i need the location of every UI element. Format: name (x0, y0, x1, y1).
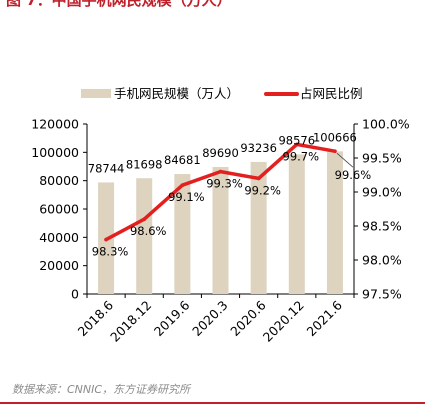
bar (250, 161, 267, 294)
y-left-tick-label: 60000 (39, 202, 79, 217)
y-left-tick-label: 120000 (31, 117, 79, 132)
x-tick-label: 2018.12 (107, 298, 154, 345)
bar (174, 174, 191, 294)
legend: 手机网民规模（万人） 占网民比例 (81, 86, 363, 101)
ratio-value-label: 98.6% (130, 224, 167, 238)
bar (288, 154, 305, 294)
source-note: 数据来源：CNNIC，东方证券研究所 (12, 383, 191, 396)
x-tick-label: 2019.6 (151, 297, 193, 339)
y-left-tick-label: 0 (71, 287, 79, 302)
y-right-tick-label: 100.0% (362, 117, 410, 132)
y-left-tick-label: 40000 (39, 230, 79, 245)
legend-bar-swatch (81, 89, 111, 98)
legend-bar-label: 手机网民规模（万人） (114, 86, 239, 101)
bar (212, 166, 229, 294)
bar-value-label: 100666 (313, 130, 357, 144)
ratio-point (218, 169, 223, 174)
bar-value-label: 81698 (126, 157, 163, 171)
ratio-point (256, 176, 261, 181)
bar (326, 151, 343, 294)
ratio-value-label: 99.6% (335, 168, 372, 182)
x-tick-label: 2020.12 (260, 298, 307, 345)
bar (136, 178, 153, 294)
y-right-tick-label: 99.5% (362, 151, 402, 166)
ratio-point (294, 142, 299, 147)
bar-value-label: 89690 (202, 146, 239, 160)
y-right-tick-label: 98.5% (362, 219, 402, 234)
chart-title: 图 7：中国手机网民规模（万人） (6, 0, 232, 9)
bar-value-label: 84681 (164, 153, 201, 167)
y-right-tick-label: 98.0% (362, 253, 402, 268)
ratio-value-label: 99.1% (168, 190, 205, 204)
y-right-tick-label: 99.0% (362, 185, 402, 200)
ratio-value-label: 99.3% (206, 177, 243, 191)
line-series (104, 142, 337, 242)
bar-value-label: 98576 (278, 133, 315, 147)
y-left-tick-label: 100000 (31, 145, 79, 160)
y-right-tick-label: 97.5% (362, 287, 402, 302)
ratio-point (142, 217, 147, 221)
ratio-point (333, 149, 337, 153)
bars (98, 151, 343, 294)
x-tick-label: 2021.6 (304, 297, 346, 339)
bottom-rule (0, 402, 425, 404)
legend-line-label: 占网民比例 (300, 86, 363, 101)
ratio-label-leader (336, 152, 354, 168)
ratio-point (180, 183, 185, 187)
ratio-point (104, 237, 108, 242)
y-left-tick-label: 80000 (39, 173, 79, 188)
bar-value-label: 93236 (240, 141, 277, 155)
bar-value-label: 78744 (88, 161, 125, 175)
ratio-value-label: 99.2% (244, 183, 281, 197)
chart: 手机网民规模（万人） 占网民比例 0 20000 40000 60000 80000 10… (31, 86, 410, 345)
y-left-tick-label: 20000 (39, 258, 79, 273)
ratio-value-label: 98.3% (92, 245, 129, 259)
ratio-value-label: 99.7% (283, 149, 320, 163)
x-tick-label: 2020.3 (189, 298, 231, 340)
